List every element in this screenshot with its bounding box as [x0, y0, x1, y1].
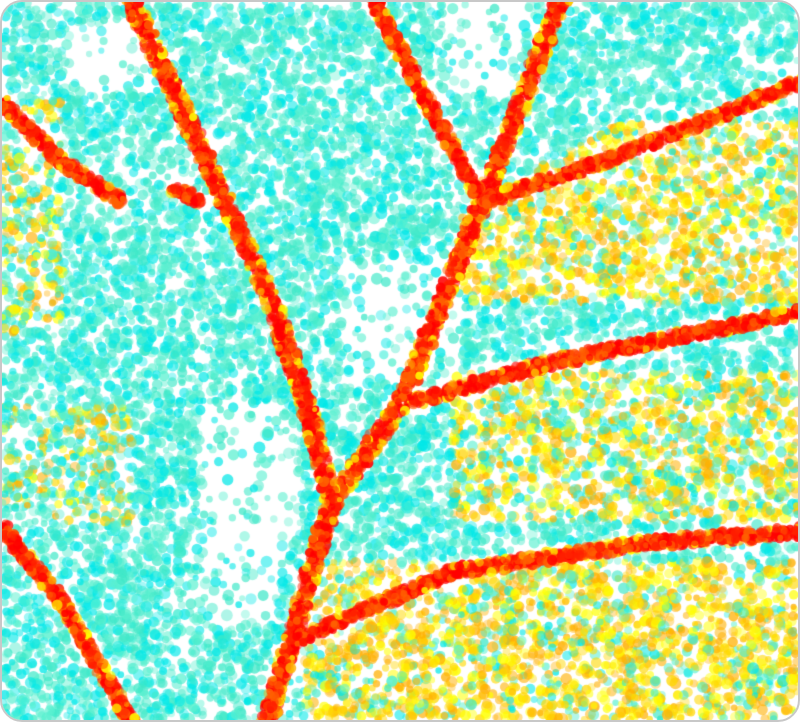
leaf-pointillism-canvas: [2, 2, 798, 720]
artwork-frame: [0, 0, 800, 722]
